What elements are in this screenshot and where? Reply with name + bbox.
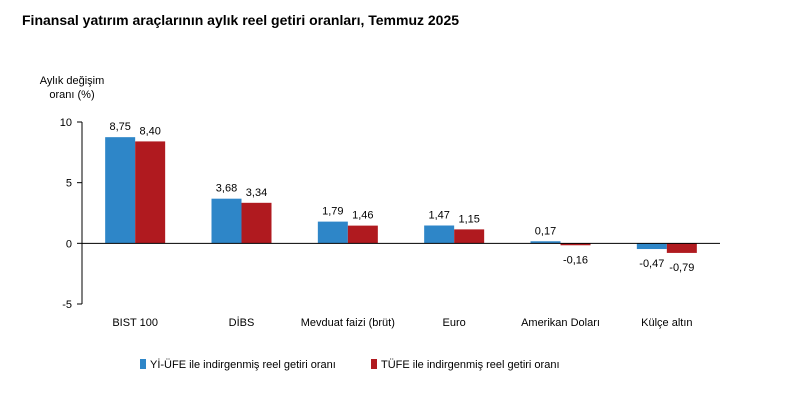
bar-series-1 (636, 243, 667, 250)
data-label-series-2: 1,15 (458, 213, 479, 225)
chart-title: Finansal yatırım araçlarının aylık reel … (22, 12, 460, 28)
bar-series-1 (424, 225, 455, 244)
data-label-series-1: 8,75 (109, 121, 130, 133)
bar-series-1 (211, 198, 242, 244)
legend: Yİ-ÜFE ile indirgenmiş reel getiri oranı… (140, 358, 560, 371)
bar-series-2 (241, 202, 272, 244)
x-category-label: Mevduat faizi (brüt) (301, 317, 395, 329)
legend-label-series-2: TÜFE ile indirgenmiş reel getiri oranı (381, 359, 560, 371)
bars-group (105, 137, 697, 253)
y-tick-label: -5 (62, 299, 72, 311)
bar-series-2 (560, 243, 591, 246)
bar-series-2 (454, 229, 485, 244)
y-axis-label-line-1: Aylık değişim (40, 75, 105, 87)
data-label-series-2: 3,34 (246, 187, 267, 199)
data-label-series-2: 8,40 (139, 125, 160, 137)
x-category-label: Külçe altın (641, 317, 692, 329)
y-tick-label: 5 (66, 178, 72, 190)
y-axis-label-line-2: oranı (%) (49, 89, 94, 101)
legend-swatch-series-1 (140, 359, 146, 369)
bar-series-1 (530, 241, 561, 244)
data-label-series-1: 1,47 (428, 209, 449, 221)
axes-group: 10 5 0 -5 (60, 117, 720, 311)
bar-series-1 (317, 221, 348, 244)
bar-series-2 (666, 243, 697, 253)
data-label-series-2: -0,16 (563, 254, 588, 266)
labels-group: 8,75 8,40 BIST 100 3,68 3,34 DİBS 1,79 1,46 Mevd… (109, 121, 694, 329)
data-label-series-1: -0,47 (639, 258, 664, 270)
bar-series-2 (347, 225, 378, 244)
y-tick-label: 0 (66, 238, 72, 250)
legend-label-series-1: Yİ-ÜFE ile indirgenmiş reel getiri oranı (150, 358, 336, 371)
bar-series-2 (135, 141, 166, 244)
bar-series-1 (105, 137, 136, 244)
x-category-label: Euro (443, 317, 466, 329)
data-label-series-2: 1,46 (352, 210, 373, 222)
x-category-label: BIST 100 (112, 317, 158, 329)
x-category-label: DİBS (229, 316, 255, 329)
data-label-series-1: 1,79 (322, 206, 343, 218)
legend-swatch-series-2 (371, 359, 377, 369)
x-category-label: Amerikan Doları (521, 317, 600, 329)
data-label-series-1: 3,68 (216, 183, 237, 195)
y-tick-label: 10 (60, 117, 72, 129)
data-label-series-2: -0,79 (669, 262, 694, 274)
data-label-series-1: 0,17 (535, 225, 556, 237)
